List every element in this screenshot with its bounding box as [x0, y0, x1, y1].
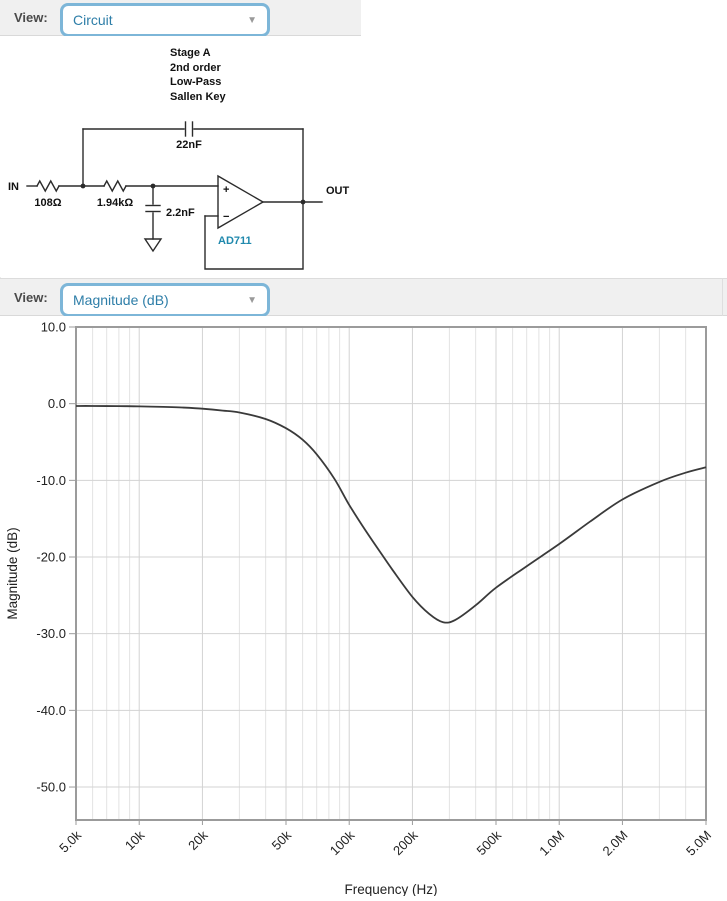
x-tick-label: 5.0k — [56, 827, 84, 855]
magnitude-curve — [75, 405, 707, 624]
plot-border — [75, 326, 707, 821]
y-tick-label: -10.0 — [36, 473, 66, 488]
y-tick-label: -30.0 — [36, 626, 66, 641]
x-tick-label: 500k — [474, 827, 505, 858]
x-tick-label: 20k — [185, 827, 211, 853]
stage-info-line: Low-Pass — [170, 76, 222, 88]
circuit-view-bar: View: Circuit ▼ — [0, 0, 361, 37]
c-feedback-value: 22nF — [176, 139, 202, 151]
magnitude-chart: 5.0k 10k 20k 50k 100k 200k 500k 1.0M 2.0M 5.0M 10.… — [5, 320, 714, 898]
x-axis-title: Frequency (Hz) — [344, 882, 437, 896]
magnitude-view-label: View: — [14, 289, 48, 305]
r2-value: 1.94kΩ — [97, 197, 134, 209]
y-tick-label: 10.0 — [41, 320, 66, 335]
circuit-view-label: View: — [14, 10, 48, 25]
junction-dot — [300, 199, 306, 205]
out-label: OUT — [326, 185, 350, 197]
x-tick-label: 200k — [390, 827, 421, 858]
chevron-down-icon: ▼ — [247, 14, 257, 26]
junction-dot — [150, 183, 156, 189]
x-tick-label: 100k — [327, 827, 358, 858]
r1-value: 108Ω — [34, 197, 61, 209]
magnitude-view-bar: View: Magnitude (dB) ▼ — [0, 278, 727, 317]
chevron-down-icon: ▼ — [247, 294, 257, 306]
y-tick-label: -40.0 — [36, 703, 66, 718]
y-tick-label: -50.0 — [36, 780, 66, 795]
opamp-plus-input: + — [223, 184, 229, 196]
y-tick-label: 0.0 — [48, 396, 66, 411]
opamp-part-number: AD711 — [218, 235, 252, 247]
stage-info-line: Sallen Key — [170, 90, 226, 103]
y-tick-label: -20.0 — [36, 550, 66, 565]
circuit-diagram: IN OUT 108Ω 1.94kΩ 22nF 2.2nF + − AD711 — [8, 121, 350, 270]
stage-info-line: 2nd order — [170, 61, 221, 74]
circuit-panel: Stage A 2nd order Low-Pass Sallen Key — [0, 36, 361, 277]
y-axis-title: Magnitude (dB) — [5, 527, 20, 619]
x-tick-label: 50k — [269, 827, 295, 853]
stage-info-line: Stage A — [170, 47, 211, 59]
magnitude-chart-panel: 5.0k 10k 20k 50k 100k 200k 500k 1.0M 2.0M 5.0M 10.… — [0, 316, 727, 898]
x-tick-label: 1.0M — [536, 828, 567, 859]
x-tick-label: 2.0M — [600, 828, 631, 859]
magnitude-view-dropdown-value: Magnitude (dB) — [73, 292, 169, 308]
opamp-minus-input: − — [223, 211, 229, 223]
circuit-view-dropdown-value: Circuit — [73, 12, 113, 28]
junction-dot — [80, 183, 86, 189]
c-shunt-value: 2.2nF — [166, 207, 195, 219]
x-tick-label: 10k — [122, 827, 148, 853]
in-label: IN — [8, 181, 19, 193]
circuit-view-dropdown[interactable]: Circuit ▼ — [60, 3, 270, 37]
magnitude-view-dropdown[interactable]: Magnitude (dB) ▼ — [60, 283, 270, 317]
x-tick-label: 5.0M — [683, 828, 714, 859]
stage-info: Stage A 2nd order Low-Pass Sallen Key — [170, 46, 226, 104]
